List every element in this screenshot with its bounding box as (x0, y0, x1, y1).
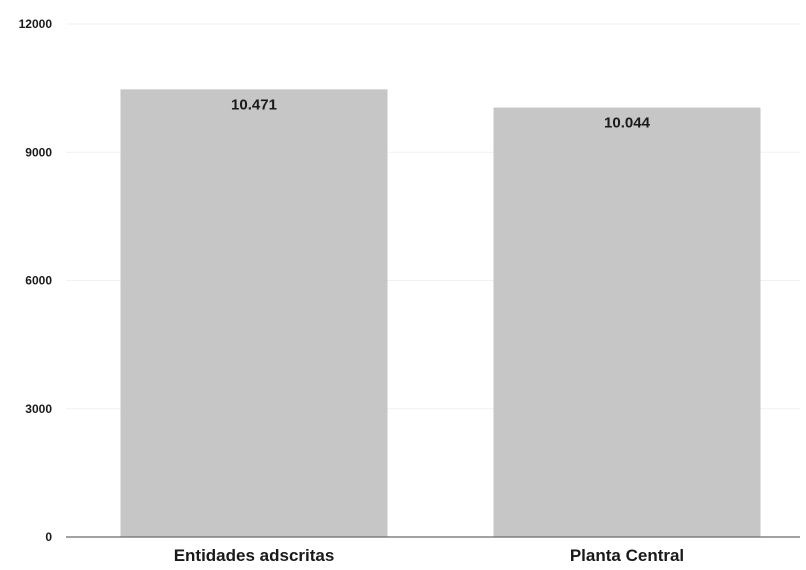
x-category-label: Entidades adscritas (174, 546, 335, 565)
y-tick-label: 6000 (25, 274, 52, 288)
y-tick-label: 3000 (25, 402, 52, 416)
bars (120, 89, 761, 537)
data-labels: 10.471 10.044 (231, 96, 651, 131)
y-tick-label: 12000 (19, 17, 53, 31)
bar-value-label: 10.471 (231, 96, 277, 113)
bar (493, 107, 761, 537)
bar (120, 89, 388, 537)
bar-value-label: 10.044 (604, 115, 651, 132)
x-category-label: Planta Central (570, 546, 684, 565)
y-axis-ticks: 0 3000 6000 9000 12000 (19, 17, 53, 544)
y-tick-label: 0 (45, 530, 52, 544)
x-axis-categories: Entidades adscritas Planta Central (174, 546, 684, 565)
y-tick-label: 9000 (25, 145, 52, 159)
